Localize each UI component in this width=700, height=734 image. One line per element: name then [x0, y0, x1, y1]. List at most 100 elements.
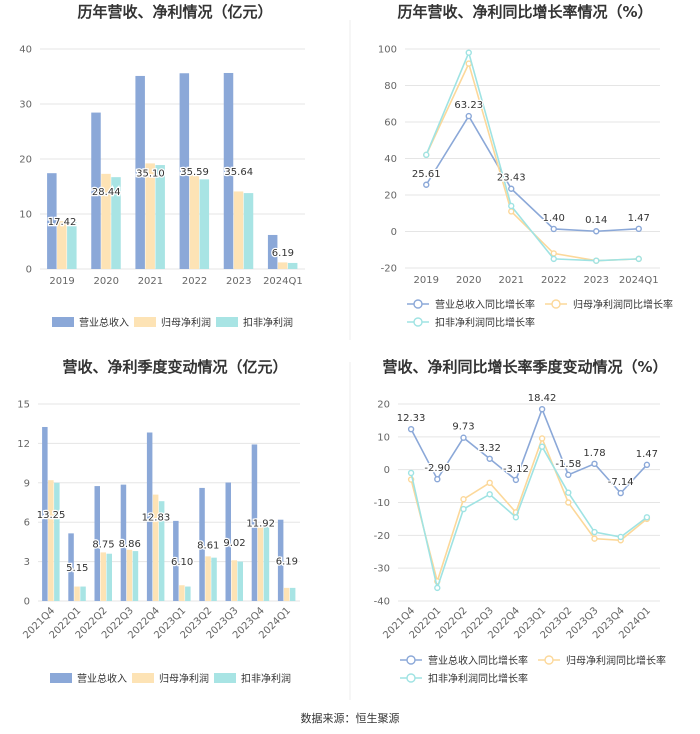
bar-net-profit — [205, 556, 211, 601]
y-tick-label: 10 — [19, 210, 32, 221]
y-tick-label: -20 — [381, 264, 397, 275]
bar-revenue — [135, 75, 145, 269]
bar-net-profit — [74, 586, 80, 601]
bar-revenue — [267, 234, 278, 269]
series-point — [617, 489, 624, 497]
y-tick-label: 0 — [391, 227, 397, 238]
y-tick-label: 30 — [19, 100, 32, 111]
legend-label: 营业总收入同比增长率 — [428, 654, 528, 667]
chart-title: 历年营收、净利同比增长率情况（%） — [397, 3, 652, 21]
series-point — [591, 535, 598, 542]
y-tick-label: -30 — [374, 564, 390, 575]
bar-net-profit — [152, 494, 159, 601]
chart-4: 营收、净利同比增长率季度变动情况（%）-40-30-20-10010202021… — [374, 358, 668, 685]
legend-label: 营业总收入 — [79, 316, 129, 329]
series-point — [643, 461, 651, 469]
bar-revenue — [179, 73, 190, 269]
chart-title: 营收、净利同比增长率季度变动情况（%） — [382, 358, 667, 376]
bar-revenue — [120, 484, 127, 601]
bar-revenue — [199, 487, 205, 601]
y-tick-label: 6 — [24, 518, 30, 529]
y-tick-label: 0 — [384, 465, 390, 476]
legend-label: 营业总收入 — [77, 672, 127, 685]
chart-2: 历年营收、净利同比增长率情况（%） -20 0 20 40 60 80 100 2019 2020… — [378, 3, 673, 329]
series-point — [434, 475, 441, 483]
data-label: 11.92 — [246, 519, 275, 530]
legend-marker — [544, 655, 554, 665]
chart-title: 营收、净利季度变动情况（亿元） — [62, 358, 287, 376]
y-tick-label: -20 — [374, 531, 390, 542]
bar-net-profit — [257, 524, 264, 601]
bar-net-profit — [277, 262, 288, 269]
bar-revenue — [277, 519, 284, 601]
bar-deducted-profit — [80, 586, 86, 601]
x-tick-label: 2022 — [541, 275, 566, 286]
series-line-3 — [410, 444, 648, 591]
data-label: 6.19 — [272, 248, 294, 259]
data-source: 数据来源：恒生聚源 — [301, 711, 400, 725]
bar-deducted-profit — [237, 561, 243, 601]
series-point — [635, 225, 642, 233]
legend-label: 扣非净利润 — [243, 316, 293, 329]
legend-swatch — [52, 317, 74, 327]
chart-1: 历年营收、净利情况（亿元） 0 10 20 30 40 2019 2020 2021 2022 20… — [19, 3, 305, 329]
y-tick-label: 15 — [17, 400, 30, 411]
data-label: -3.12 — [503, 464, 529, 475]
bar-deducted-profit — [211, 557, 217, 601]
data-label: 13.25 — [37, 510, 66, 521]
series-point — [550, 225, 557, 233]
bar-revenue — [146, 432, 153, 601]
series-point — [460, 496, 467, 503]
data-label: 8.75 — [92, 540, 114, 551]
legend-label: 扣非净利润 — [241, 672, 291, 685]
bar-net-profit — [189, 174, 200, 269]
series-point — [486, 455, 493, 462]
x-tick-label: 2019 — [49, 276, 74, 287]
bar-deducted-profit — [132, 551, 139, 601]
legend-swatch — [50, 673, 72, 683]
bar-deducted-profit — [106, 553, 112, 601]
bar-revenue — [42, 426, 48, 601]
bar-deducted-profit — [289, 587, 296, 601]
bar-revenue — [225, 482, 231, 601]
data-label: 5.15 — [66, 563, 88, 574]
x-tick-label: 2021 — [138, 276, 163, 287]
legend-marker — [406, 673, 416, 683]
bar-deducted-profit — [111, 177, 121, 269]
series-point — [460, 505, 467, 513]
series-point — [486, 491, 493, 498]
data-label: 63.23 — [454, 100, 483, 111]
bar-deducted-profit — [243, 193, 254, 269]
y-tick-label: 40 — [19, 45, 32, 56]
legend-swatch — [134, 317, 156, 327]
data-label: 6.19 — [276, 556, 298, 567]
bar-net-profit — [233, 191, 244, 269]
data-label: 1.47 — [636, 449, 658, 460]
legend-label: 扣非净利润同比增长率 — [435, 316, 535, 329]
y-tick-label: 100 — [378, 45, 397, 56]
series-point — [407, 425, 415, 433]
series-point — [508, 208, 515, 215]
y-tick-label: 40 — [384, 154, 397, 165]
chart-title: 历年营收、净利情况（亿元） — [77, 3, 272, 21]
bar-deducted-profit — [158, 501, 165, 601]
data-label: 25.61 — [412, 169, 441, 180]
data-label: -7.14 — [608, 477, 634, 488]
x-tick-label: 2019 — [414, 275, 439, 286]
y-tick-label: 20 — [384, 191, 397, 202]
data-label: 35.64 — [224, 167, 253, 178]
data-label: 35.10 — [136, 168, 165, 179]
series-point — [434, 584, 441, 592]
chart-3: 营收、净利季度变动情况（亿元）036912152021Q42022Q12022Q… — [17, 358, 300, 685]
series-point — [538, 435, 546, 442]
y-tick-label: 12 — [17, 439, 30, 450]
y-tick-label: 0 — [26, 265, 32, 276]
series-point — [465, 112, 472, 120]
data-label: 17.42 — [48, 217, 77, 228]
bar-net-profit — [57, 221, 67, 269]
legend-swatch — [214, 673, 236, 683]
data-label: 28.44 — [92, 187, 121, 198]
y-tick-label: 20 — [377, 400, 390, 411]
bar-net-profit — [48, 480, 54, 601]
y-tick-label: 10 — [377, 432, 390, 443]
